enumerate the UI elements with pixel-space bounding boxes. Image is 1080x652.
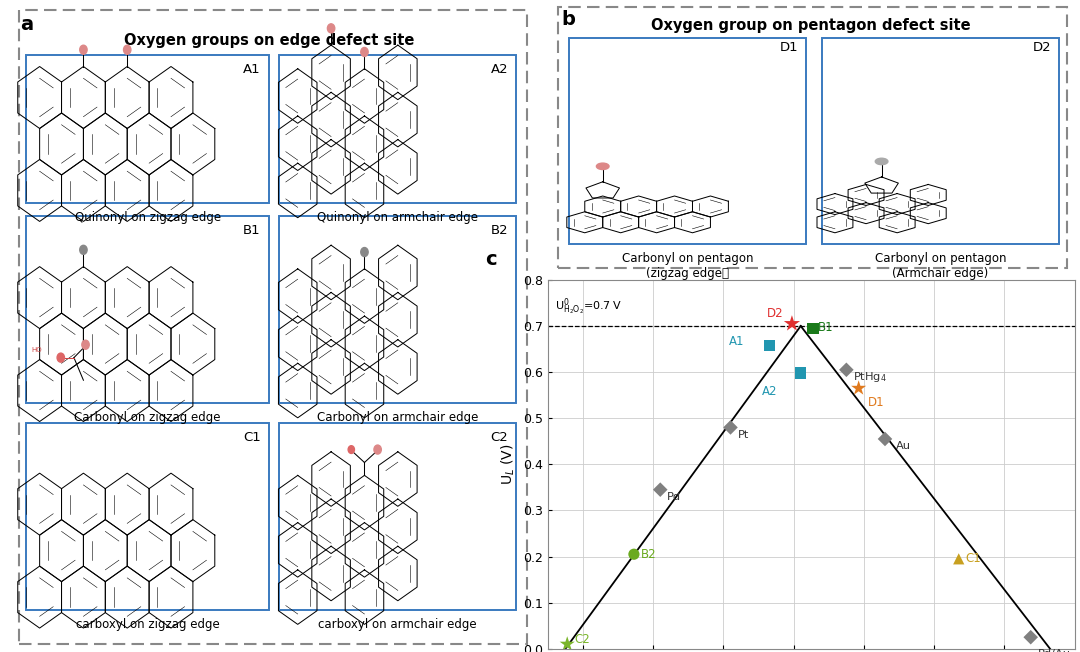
Text: Carbonyl on pentagon
(zigzag edge）: Carbonyl on pentagon (zigzag edge） <box>622 252 753 280</box>
Circle shape <box>327 24 335 33</box>
Text: Oxygen group on pentagon defect site: Oxygen group on pentagon defect site <box>651 18 971 33</box>
Point <box>558 639 576 649</box>
Text: a: a <box>21 15 33 34</box>
Text: B1: B1 <box>819 321 834 334</box>
Text: Quinonyl on armchair edge: Quinonyl on armchair edge <box>318 211 478 224</box>
Point <box>721 422 739 433</box>
Text: A2: A2 <box>762 385 778 398</box>
Text: B1: B1 <box>243 224 261 237</box>
Text: HO: HO <box>31 347 42 353</box>
Point <box>760 340 778 351</box>
Y-axis label: U$_L$ (V): U$_L$ (V) <box>500 443 517 485</box>
Circle shape <box>596 163 609 170</box>
Text: C1: C1 <box>243 430 261 443</box>
FancyBboxPatch shape <box>280 423 516 610</box>
Text: D1: D1 <box>780 40 798 53</box>
Text: Pd: Pd <box>667 492 681 502</box>
FancyBboxPatch shape <box>27 423 269 610</box>
FancyBboxPatch shape <box>822 38 1058 244</box>
FancyBboxPatch shape <box>569 38 806 244</box>
Point <box>838 364 855 375</box>
Point <box>805 323 822 334</box>
Text: Au: Au <box>895 441 910 451</box>
Point <box>651 484 669 495</box>
Point <box>792 368 809 378</box>
FancyBboxPatch shape <box>27 55 269 203</box>
Text: Pd/Au: Pd/Au <box>1038 649 1070 652</box>
Text: D2: D2 <box>767 307 783 320</box>
Text: C2: C2 <box>575 633 590 646</box>
FancyBboxPatch shape <box>280 216 516 404</box>
Text: c: c <box>485 250 497 269</box>
Circle shape <box>361 48 368 57</box>
Circle shape <box>80 45 87 54</box>
Circle shape <box>348 446 354 453</box>
Text: B2: B2 <box>490 224 509 237</box>
Circle shape <box>80 245 87 254</box>
Text: carboxyl on armchair edge: carboxyl on armchair edge <box>319 617 477 630</box>
Text: A1: A1 <box>243 63 261 76</box>
Text: Carbonyl on zigzag edge: Carbonyl on zigzag edge <box>75 411 220 424</box>
Point <box>950 554 968 564</box>
Text: Carbonyl on armchair edge: Carbonyl on armchair edge <box>318 411 478 424</box>
Point <box>1022 632 1039 642</box>
FancyBboxPatch shape <box>18 10 527 644</box>
Circle shape <box>361 248 368 257</box>
Circle shape <box>82 340 90 349</box>
Text: A2: A2 <box>490 63 509 76</box>
FancyBboxPatch shape <box>27 216 269 404</box>
Point <box>876 434 893 444</box>
Text: carboxyl on zigzag edge: carboxyl on zigzag edge <box>76 617 219 630</box>
Circle shape <box>57 353 65 362</box>
Text: Quinonyl on zigzag edge: Quinonyl on zigzag edge <box>75 211 220 224</box>
Point <box>625 549 643 559</box>
Point <box>850 383 867 393</box>
Text: A1: A1 <box>729 335 744 348</box>
Text: D2: D2 <box>1032 40 1051 53</box>
Text: C1: C1 <box>966 552 982 565</box>
Circle shape <box>875 158 888 165</box>
Text: Oxygen groups on edge defect site: Oxygen groups on edge defect site <box>123 33 414 48</box>
Circle shape <box>374 445 381 454</box>
FancyBboxPatch shape <box>280 55 516 203</box>
Text: C2: C2 <box>490 430 509 443</box>
Text: B2: B2 <box>640 548 657 561</box>
Circle shape <box>123 45 131 54</box>
Point <box>783 318 800 329</box>
Text: D1: D1 <box>867 396 885 409</box>
FancyBboxPatch shape <box>558 7 1067 268</box>
Text: Carbonyl on pentagon
(Armchair edge): Carbonyl on pentagon (Armchair edge) <box>875 252 1007 280</box>
Text: Pt: Pt <box>738 430 748 439</box>
Text: PtHg$_4$: PtHg$_4$ <box>853 370 887 384</box>
Text: U$^0_{\mathrm{H_2O_2}}$=0.7 V: U$^0_{\mathrm{H_2O_2}}$=0.7 V <box>555 296 622 317</box>
Text: b: b <box>562 10 575 29</box>
